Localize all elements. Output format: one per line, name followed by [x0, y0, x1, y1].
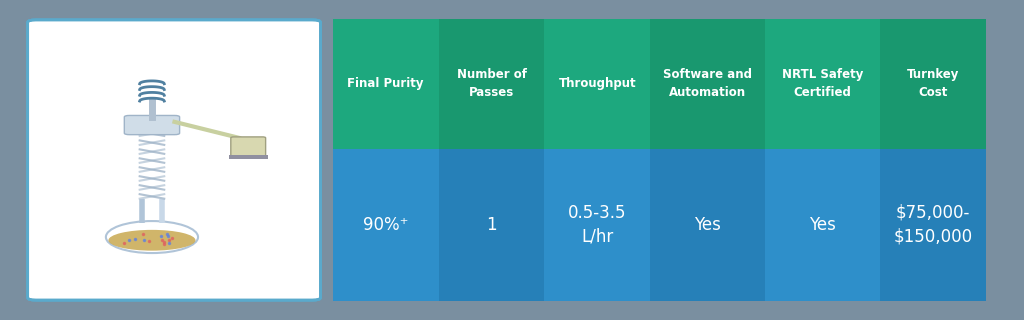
- Text: NRTL Safety
Certified: NRTL Safety Certified: [781, 68, 863, 100]
- FancyBboxPatch shape: [230, 137, 265, 156]
- Bar: [765, 19, 880, 149]
- Text: $75,000-
$150,000: $75,000- $150,000: [893, 204, 972, 245]
- Text: Turnkey
Cost: Turnkey Cost: [906, 68, 958, 100]
- Text: 1: 1: [486, 216, 497, 234]
- Bar: [438, 149, 545, 301]
- Text: Yes: Yes: [694, 216, 721, 234]
- FancyBboxPatch shape: [124, 116, 179, 135]
- Text: Yes: Yes: [809, 216, 836, 234]
- Bar: [333, 19, 438, 149]
- Text: Final Purity: Final Purity: [347, 77, 424, 91]
- FancyBboxPatch shape: [28, 20, 321, 300]
- Bar: [880, 149, 986, 301]
- Bar: [650, 19, 765, 149]
- Bar: [765, 149, 880, 301]
- Text: Number of
Passes: Number of Passes: [457, 68, 526, 100]
- Bar: [880, 19, 986, 149]
- Bar: [545, 149, 650, 301]
- FancyBboxPatch shape: [0, 11, 1024, 309]
- Ellipse shape: [109, 230, 196, 251]
- Bar: [228, 155, 267, 159]
- Text: Throughput: Throughput: [558, 77, 636, 91]
- Text: 0.5-3.5
L/hr: 0.5-3.5 L/hr: [568, 204, 627, 245]
- Bar: [650, 149, 765, 301]
- Bar: [333, 149, 438, 301]
- Text: 90%⁺: 90%⁺: [362, 216, 409, 234]
- Bar: [438, 19, 545, 149]
- Text: Software and
Automation: Software and Automation: [664, 68, 752, 100]
- Bar: [545, 19, 650, 149]
